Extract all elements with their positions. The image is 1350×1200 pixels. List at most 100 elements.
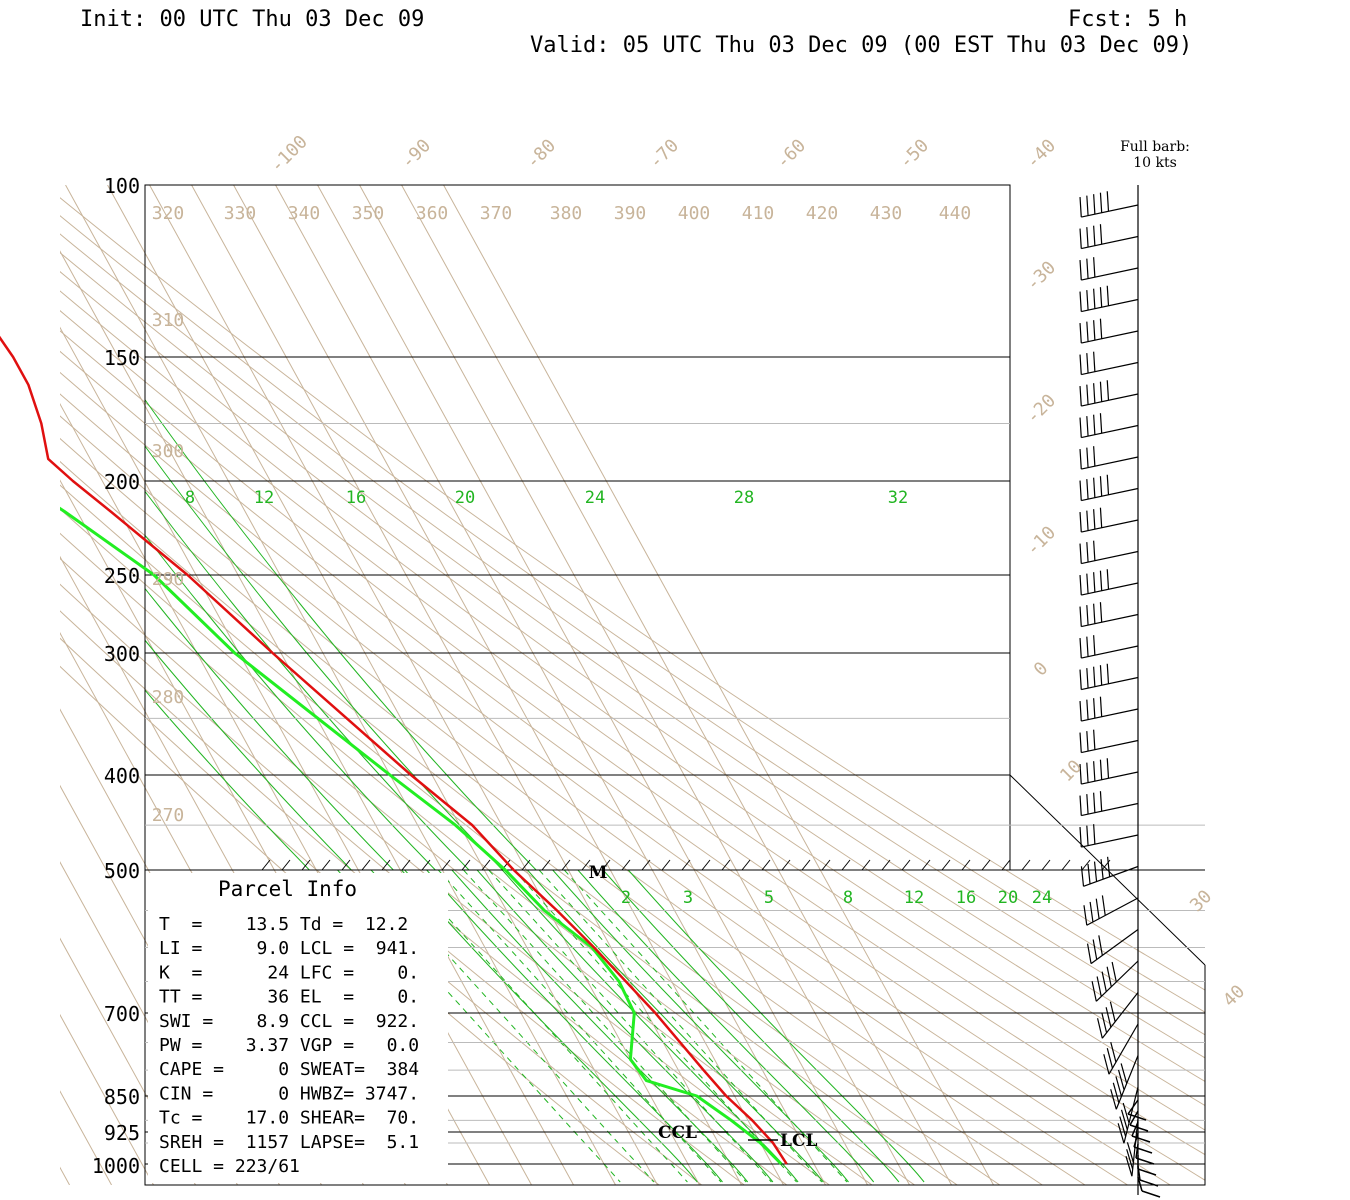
wind-barb	[1083, 895, 1139, 926]
moist-adiabat-lower	[602, 870, 900, 1183]
isotherm-label: -100	[266, 131, 312, 177]
wind-barb	[1079, 540, 1139, 565]
isotherm-label: -30	[1022, 257, 1060, 295]
hatch-mark	[641, 859, 651, 871]
parcel-info-row: SWI = 8.9 CCL = 922.	[159, 1011, 419, 1032]
wind-barb	[1079, 663, 1139, 691]
low-level-barb-flag	[1135, 1157, 1155, 1165]
moist-adiabat-label: 12	[254, 488, 274, 508]
isotherm-line	[191, 185, 742, 1185]
dry-adiabat-line	[60, 185, 1171, 1185]
isotherm-line	[317, 185, 868, 1185]
moist-adiabat-upper	[145, 587, 395, 870]
low-level-barb-flag	[1129, 1124, 1149, 1132]
theta-label: 270	[152, 805, 185, 826]
wind-barb	[1079, 257, 1139, 281]
lcl-marker: LCL	[780, 1131, 817, 1151]
hatch-mark	[401, 859, 411, 871]
hatch-mark	[601, 859, 611, 871]
hatch-500	[261, 859, 1111, 871]
wind-barb	[1079, 602, 1139, 628]
isotherm-label: 40	[1219, 981, 1249, 1011]
low-level-barb	[1137, 1165, 1141, 1181]
ccl-marker: CCL	[658, 1123, 697, 1143]
valid-time: Valid: 05 UTC Thu 03 Dec 09 (00 EST Thu …	[530, 33, 1192, 58]
mixing-ratio-label: 24	[1032, 888, 1052, 908]
low-level-barb	[1133, 1132, 1139, 1148]
hatch-mark	[381, 859, 391, 871]
hatch-mark	[541, 859, 551, 871]
moist-adiabat-upper	[145, 639, 353, 870]
parcel-info-row: K = 24 LFC = 0.	[159, 962, 419, 983]
low-level-barb	[1129, 1110, 1139, 1126]
isotherm-line	[60, 185, 238, 1185]
hatch-mark	[341, 859, 351, 871]
isotherm-line	[60, 185, 70, 1185]
wind-barb	[1086, 929, 1139, 965]
moist-adiabat-label: 24	[585, 488, 605, 508]
dry-adiabat-line	[60, 185, 1205, 1185]
pressure-label: 925	[104, 1121, 140, 1145]
wind-barb	[1079, 824, 1139, 848]
hatch-mark	[721, 859, 731, 871]
isotherm-line	[401, 185, 952, 1185]
hatch-mark	[581, 859, 591, 871]
low-level-barb-flag	[1127, 1113, 1147, 1121]
theta-label: 400	[678, 203, 711, 224]
theta-label: 300	[152, 441, 185, 462]
sounding-profiles	[0, 224, 788, 1166]
isotherm-line	[359, 185, 910, 1185]
hatch-mark	[281, 859, 291, 871]
hatch-mark	[1021, 859, 1031, 871]
theta-label: 430	[870, 203, 903, 224]
wind-barb	[1080, 856, 1139, 887]
mixing-ratio-line	[563, 870, 848, 1183]
parcel-info-row: CAPE = 0 SWEAT= 384	[159, 1059, 419, 1080]
init-time: Init: 00 UTC Thu 03 Dec 09	[80, 7, 424, 32]
forecast-hour: Fcst: 5 h	[1068, 7, 1187, 32]
pressure-label: 200	[104, 470, 140, 494]
parcel-info-row: Tc = 17.0 SHEAR= 70.	[159, 1108, 419, 1129]
isotherm-label: -50	[895, 135, 933, 173]
wind-barb	[1079, 413, 1139, 439]
theta-label: 350	[352, 203, 385, 224]
dewpoint-profile	[60, 224, 783, 1166]
wind-barbs	[1079, 185, 1161, 1198]
hatch-mark	[981, 859, 991, 871]
parcel-info-row: T = 13.5 Td = 12.2	[159, 914, 408, 935]
hatch-mark	[781, 859, 791, 871]
dry-adiabat-line	[60, 185, 660, 1185]
wind-barb	[1079, 351, 1139, 376]
mixing-ratio-line	[463, 870, 747, 1183]
mixing-ratio-label: 20	[998, 888, 1018, 908]
theta-label: 290	[152, 569, 185, 590]
temperature-profile	[0, 335, 788, 1165]
low-level-barb	[1127, 1099, 1139, 1115]
theta-label: 410	[742, 203, 775, 224]
hatch-mark	[321, 859, 331, 871]
wind-barb	[1079, 507, 1139, 533]
isotherm-label: -80	[522, 135, 560, 173]
mixing-ratio-label: 3	[683, 888, 693, 908]
mixing-ratio-label: 8	[843, 888, 853, 908]
barb-legend-line2: 10 kts	[1133, 155, 1177, 171]
pressure-label: 100	[104, 174, 140, 198]
hatch-mark	[521, 859, 531, 871]
dry-adiabat-line	[60, 185, 1205, 1185]
hatch-mark	[821, 859, 831, 871]
isotherm-label: 30	[1186, 886, 1216, 916]
hatch-mark	[1041, 859, 1051, 871]
wind-barb	[1079, 758, 1139, 785]
wind-barb	[1079, 318, 1139, 344]
dry-adiabat-line	[60, 185, 1086, 1185]
dry-adiabat-line	[60, 185, 745, 1185]
hatch-mark	[441, 859, 451, 871]
low-level-barb-flag	[1131, 1135, 1151, 1143]
mixing-ratio-label: 12	[904, 888, 924, 908]
moist-adiabat-lower	[451, 870, 749, 1183]
hatch-mark	[561, 859, 571, 871]
dry-adiabat-line	[60, 185, 788, 1185]
theta-label: 360	[416, 203, 449, 224]
hatch-mark	[621, 859, 631, 871]
